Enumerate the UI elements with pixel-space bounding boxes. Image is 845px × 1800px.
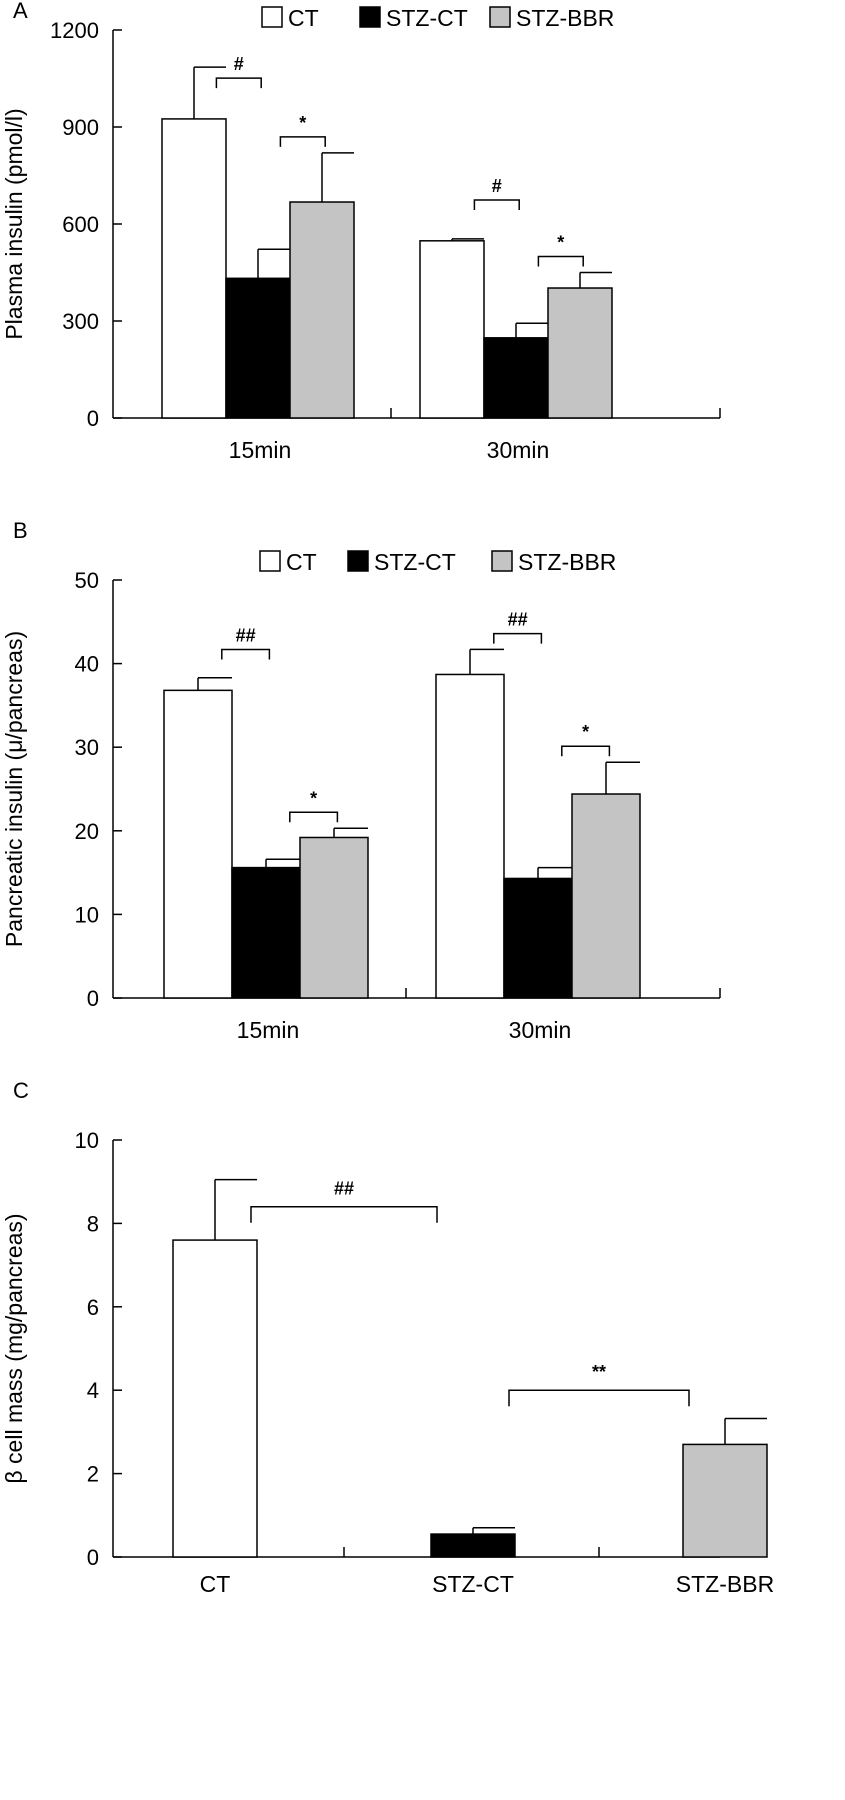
significance-label: ** [592,1362,606,1382]
x-tick-label: 30min [509,1017,572,1043]
y-tick-label: 10 [75,1128,99,1153]
bar-stz-bbr [299,836,369,999]
significance-label: # [234,54,244,74]
legend-swatch-stz-bbr [489,6,511,28]
panel-label: C [13,1078,29,1103]
bar-stz-ct [483,337,549,419]
panel-label: A [13,0,28,23]
bar-ct [161,118,227,419]
bar-ct [172,1239,258,1558]
x-tick-label: 15min [229,437,292,463]
legend-label: STZ-CT [386,5,468,31]
y-tick-label: 0 [87,986,99,1011]
y-tick-label: 1200 [50,18,99,43]
x-tick-label: 15min [237,1017,300,1043]
y-tick-label: 8 [87,1211,99,1236]
significance-label: * [310,788,317,808]
x-tick-label: 30min [487,437,550,463]
significance-bracket [508,1389,690,1407]
y-tick-label: 40 [75,652,99,677]
significance-bracket [279,136,326,147]
bar-ct [435,673,505,999]
x-tick-label: CT [200,1571,231,1597]
legend-swatch-stz-ct [359,6,381,28]
y-tick-label: 600 [62,212,99,237]
significance-bracket [250,1205,438,1223]
significance-label: # [492,176,502,196]
significance-bracket [289,811,339,823]
y-tick-label: 0 [87,406,99,431]
y-tick-label: 4 [87,1378,99,1403]
panel-c-chart: Cβ cell mass (mg/pancreas) 0 2 4 6 8 10 CT STZ-C… [1,1078,774,1597]
legend-swatch-stz-ct [347,550,369,572]
significance-label: * [582,722,589,742]
y-tick-label: 6 [87,1295,99,1320]
legend-label: CT [286,549,317,575]
significance-bracket [221,648,271,660]
x-tick-label: STZ-BBR [676,1571,774,1597]
y-tick-label: 50 [75,568,99,593]
y-tick-label: 20 [75,819,99,844]
legend-label: STZ-CT [374,549,456,575]
significance-bracket [561,745,611,757]
legend-label: CT [288,5,319,31]
significance-bracket [493,632,543,644]
panel-label: B [13,518,28,543]
legend-swatch-stz-bbr [491,550,513,572]
y-axis-label: Pancreatic insulin (μ/pancreas) [1,631,27,947]
panel-b-chart: B Pancreatic insulin (μ/pancreas) 0 10 20 30 4… [1,518,721,1043]
y-tick-label: 0 [87,1545,99,1570]
bar-stz-ct [225,277,291,419]
y-tick-label: 30 [75,735,99,760]
panel-a-chart: A Plasma insulin (pmol/l) 0 300 600 900 1200 15… [1,0,721,463]
y-axis-label: β cell mass (mg/pancreas) [1,1213,27,1483]
y-tick-label: 2 [87,1462,99,1487]
bar-stz-ct [231,866,301,999]
bar-stz-ct [430,1533,516,1558]
y-tick-label: 10 [75,902,99,927]
bar-stz-bbr [571,793,641,999]
legend-label: STZ-BBR [516,5,614,31]
significance-label: ## [508,610,528,630]
significance-bracket [215,77,262,89]
significance-bracket [473,199,520,211]
bar-stz-bbr [289,201,355,419]
bar-stz-bbr [547,287,613,419]
bar-ct [419,240,485,419]
bar-stz-bbr [682,1443,768,1558]
significance-label: ## [236,626,256,646]
significance-label: * [557,233,564,253]
y-tick-label: 900 [62,115,99,140]
y-tick-label: 300 [62,309,99,334]
significance-label: ## [334,1179,354,1199]
significance-bracket [537,255,584,267]
legend-label: STZ-BBR [518,549,616,575]
bar-stz-ct [503,877,573,999]
x-tick-label: STZ-CT [432,1571,514,1597]
bar-ct [163,689,233,999]
legend-swatch-ct [261,6,283,28]
legend-swatch-ct [259,550,281,572]
significance-label: * [299,113,306,133]
y-axis-label: Plasma insulin (pmol/l) [1,108,27,339]
